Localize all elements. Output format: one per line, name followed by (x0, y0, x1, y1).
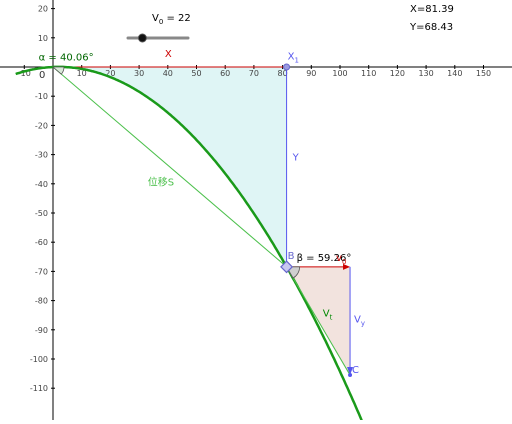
x-readout: X=81.39 (410, 4, 454, 15)
y-tick-label: -60 (35, 238, 48, 247)
x-tick-label: 150 (476, 69, 491, 78)
point-x1[interactable] (284, 64, 290, 70)
slider-label: V0 = 22 (152, 13, 191, 26)
y-tick-label: -110 (30, 384, 48, 393)
x-tick-label: 130 (418, 69, 433, 78)
x-tick-label: 90 (306, 69, 316, 78)
y-tick-label: -70 (35, 267, 48, 276)
point-c-label: C (352, 365, 359, 376)
vector-vt-subscript: t (330, 314, 333, 322)
y-tick-label: -80 (35, 297, 48, 306)
x-tick-label: 120 (390, 69, 405, 78)
y-segment-label: Y (292, 152, 300, 163)
slider-knob[interactable] (138, 34, 146, 42)
point-x1-subscript: 1 (294, 57, 298, 65)
y-readout: Y=68.43 (409, 22, 453, 33)
x-tick-label: 50 (191, 69, 201, 78)
y-tick-label: -100 (30, 355, 48, 364)
y-tick-label: 20 (38, 5, 48, 14)
y-tick-label: -20 (35, 121, 48, 130)
y-tick-label: -40 (35, 180, 48, 189)
x-tick-label: 110 (361, 69, 376, 78)
vector-vy-subscript: y (361, 320, 365, 328)
displacement-label: 位移S (148, 175, 174, 188)
y-tick-label: -30 (35, 151, 48, 160)
alpha-angle-arc (53, 67, 64, 74)
x-segment-label: X (165, 49, 172, 60)
y-tick-label: -90 (35, 326, 48, 335)
origin-label: 0 (39, 70, 45, 81)
v0-slider[interactable]: V0 = 22 (128, 13, 191, 42)
vector-v0-subscript: 0 (342, 258, 346, 266)
y-tick-label: 10 (38, 34, 48, 43)
slider-label-value: = 22 (163, 13, 190, 24)
y-tick-label: -50 (35, 209, 48, 218)
alpha-label: α = 40.06° (39, 53, 94, 64)
y-tick-label: -10 (35, 92, 48, 101)
point-x1-label: X1 (288, 52, 299, 65)
x-tick-label: 40 (163, 69, 173, 78)
x-tick-label: 140 (447, 69, 462, 78)
x-tick-label: 70 (249, 69, 259, 78)
x-tick-label: 30 (134, 69, 144, 78)
x-tick-label: 60 (220, 69, 230, 78)
point-b-label: B (288, 251, 295, 262)
vector-vy-label: Vy (354, 315, 365, 328)
x-tick-label: 100 (332, 69, 347, 78)
